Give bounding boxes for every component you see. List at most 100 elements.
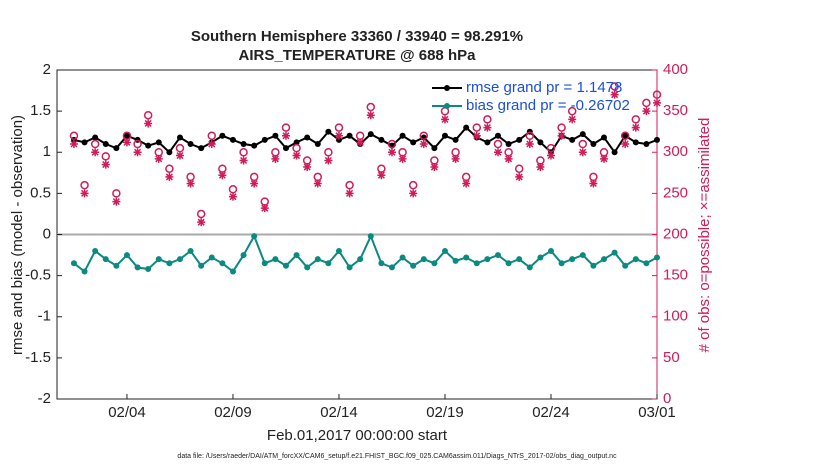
point (590, 141, 597, 148)
assimilated-marker (525, 140, 534, 149)
possible-marker (133, 139, 142, 149)
y2-tick-label: 400 (663, 61, 688, 78)
assimilated-marker (334, 131, 343, 140)
point (505, 260, 512, 267)
assimilated-marker (133, 148, 142, 157)
assimilated-marker (313, 179, 322, 188)
chart-subtitle: AIRS_TEMPERATURE @ 688 hPa (239, 47, 477, 64)
point (81, 139, 88, 146)
point (145, 142, 152, 149)
legend-label: bias grand pr = -0.26702 (466, 97, 630, 114)
point (155, 256, 162, 263)
point (304, 264, 311, 271)
point (166, 149, 173, 156)
point (81, 268, 88, 275)
y-tick-label: -1.5 (25, 349, 51, 366)
y2-tick-label: 150 (663, 267, 688, 284)
point (176, 134, 183, 141)
y2-tick-label: 50 (663, 349, 680, 366)
y-tick-label: 1 (43, 143, 51, 160)
possible-marker (525, 131, 535, 141)
point (219, 132, 226, 139)
assimilated-marker (451, 154, 460, 163)
assimilated-marker (218, 171, 227, 180)
point (547, 247, 554, 254)
point (537, 254, 544, 261)
point (325, 128, 332, 135)
point (643, 141, 650, 148)
point (113, 145, 120, 152)
assimilated-marker (642, 107, 651, 116)
assimilated-marker (377, 171, 386, 180)
chart-title: Southern Hemisphere 33360 / 33940 = 98.2… (191, 28, 523, 45)
y-tick-label: 1.5 (30, 102, 51, 119)
assimilated-marker (589, 179, 598, 188)
point (272, 132, 279, 139)
point (431, 145, 438, 152)
point (70, 260, 77, 267)
point (176, 256, 183, 263)
point (367, 233, 374, 240)
legend-marker (444, 103, 450, 109)
point (92, 247, 99, 254)
assimilated-marker (324, 156, 333, 165)
point (484, 139, 491, 146)
point (335, 136, 342, 143)
point (526, 264, 533, 271)
point (505, 141, 512, 148)
point (431, 260, 438, 267)
point (378, 136, 385, 143)
assimilated-marker (610, 90, 619, 99)
point (102, 256, 109, 263)
x-tick-label: 02/04 (108, 404, 146, 421)
point (113, 262, 120, 269)
possible-marker (345, 180, 354, 190)
point (441, 247, 448, 254)
x-tick-label: 02/19 (426, 404, 464, 421)
assimilated-marker (398, 154, 407, 163)
assimilated-marker (239, 156, 248, 165)
point (240, 252, 247, 259)
point (346, 264, 353, 271)
point (378, 260, 385, 267)
assimilated-marker (112, 197, 121, 206)
point (452, 136, 459, 143)
assimilated-marker (101, 160, 110, 169)
point (558, 260, 565, 267)
point (611, 249, 618, 256)
possible-marker (281, 123, 291, 132)
point (293, 139, 300, 146)
point (187, 141, 194, 148)
assimilated-marker (271, 154, 280, 163)
possible-marker (642, 98, 651, 108)
possible-marker (472, 123, 482, 132)
assimilated-marker (515, 172, 524, 181)
possible-marker (196, 209, 206, 219)
point (632, 256, 639, 263)
y2-tick-label: 0 (663, 390, 671, 407)
point (622, 132, 629, 139)
x-tick-label: 02/14 (320, 404, 358, 421)
point (314, 256, 321, 263)
possible-marker (557, 123, 566, 132)
possible-marker (112, 189, 121, 198)
possible-marker (165, 164, 174, 173)
possible-marker (101, 152, 111, 161)
y2-tick-label: 350 (663, 102, 688, 119)
assimilated-marker (440, 115, 449, 124)
possible-marker (69, 131, 79, 141)
assimilated-marker (653, 98, 661, 107)
point (590, 262, 597, 269)
point (335, 247, 342, 254)
point (325, 260, 332, 267)
point (219, 260, 226, 267)
possible-marker (207, 131, 217, 141)
y2-axis-label: # of obs: o=possible; ×=assimilated (696, 118, 713, 353)
point (516, 256, 523, 263)
assimilated-marker (483, 123, 492, 132)
x-tick-label: 03/01 (638, 404, 676, 421)
assimilated-marker (419, 140, 428, 149)
point (187, 247, 194, 254)
point (282, 145, 289, 152)
point (579, 131, 586, 138)
